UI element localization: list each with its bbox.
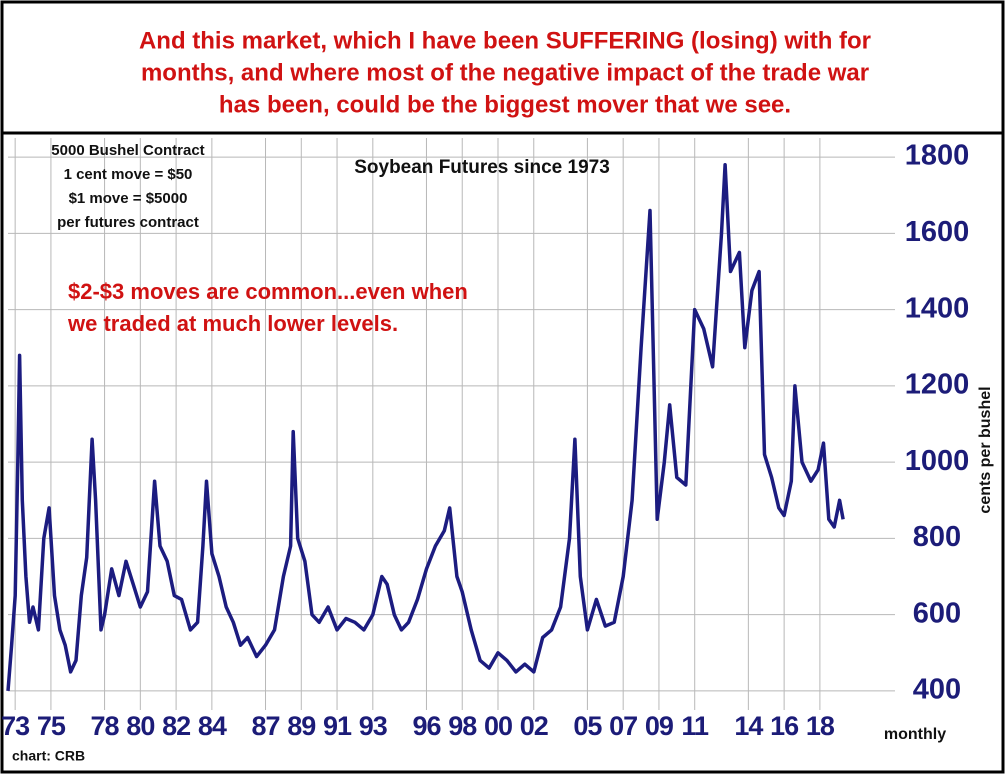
x-tick-label: 78	[91, 711, 120, 741]
header-line: And this market, which I have been SUFFE…	[139, 27, 871, 54]
grid	[8, 138, 895, 710]
x-tick-label: 98	[448, 711, 477, 741]
x-tick-label: 07	[609, 711, 637, 741]
x-tick-label: 05	[573, 711, 602, 741]
header-line: months, and where most of the negative i…	[141, 59, 869, 86]
contract-note: 1 cent move = $50	[64, 166, 193, 183]
x-tick-label: 02	[520, 711, 548, 741]
x-tick-label: 14	[734, 711, 763, 741]
contract-note: per futures contract	[57, 214, 199, 231]
x-tick-label: 75	[37, 711, 66, 741]
header-line: has been, could be the biggest mover tha…	[219, 91, 791, 118]
x-tick-label: 09	[645, 711, 674, 741]
source: chart: CRB	[12, 748, 85, 764]
y-tick-label: 600	[913, 597, 961, 629]
x-tick-label: 80	[126, 711, 154, 741]
annotation: we traded at much lower levels.	[67, 311, 398, 336]
plot	[6, 162, 845, 692]
y-tick-label: 800	[913, 521, 961, 553]
y-axis-label: cents per bushel	[977, 386, 994, 513]
x-tick-label: 87	[251, 711, 279, 741]
contract-note: 5000 Bushel Contract	[51, 142, 204, 159]
x-axis-label: monthly	[884, 726, 946, 743]
x-tick-label: 96	[412, 711, 441, 741]
price-line	[6, 162, 845, 692]
x-tick-label: 89	[287, 711, 316, 741]
x-tick-label: 84	[198, 711, 227, 741]
x-tick-label: 18	[806, 711, 835, 741]
x-tick-label: 00	[484, 711, 512, 741]
y-tick-label: 1200	[905, 369, 970, 401]
y-tick-label: 1800	[905, 140, 970, 172]
x-tick-label: 73	[1, 711, 30, 741]
y-tick-label: 1400	[905, 292, 970, 324]
contract-note: $1 move = $5000	[69, 190, 188, 207]
y-tick-label: 1000	[905, 445, 970, 477]
y-tick-label: 400	[913, 674, 961, 706]
chart-box	[0, 131, 1005, 774]
x-tick-label: 82	[162, 711, 190, 741]
x-tick-label: 91	[323, 711, 352, 741]
x-tick-label: 16	[770, 711, 799, 741]
x-tick-label: 11	[681, 711, 709, 741]
x-tick-label: 93	[359, 711, 388, 741]
chart-title: Soybean Futures since 1973	[354, 157, 610, 178]
y-tick-label: 1600	[905, 216, 970, 248]
annotation: $2-$3 moves are common...even when	[68, 279, 468, 304]
